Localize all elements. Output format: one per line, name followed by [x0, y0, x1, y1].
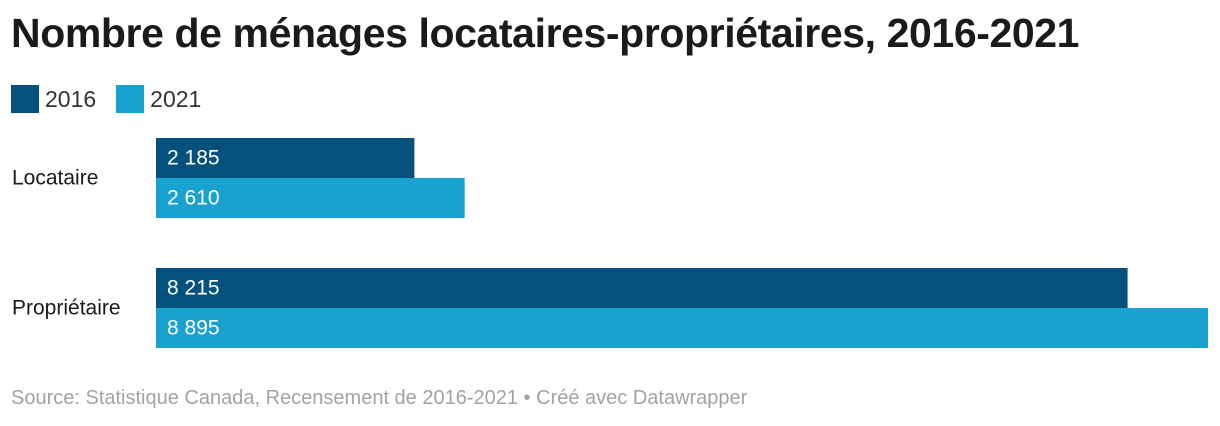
category-label-locataire: Locataire: [12, 167, 98, 190]
legend: 2016 2021: [11, 84, 221, 114]
data-label-proprietaire-2021: 8 895: [167, 317, 220, 340]
bar-proprietaire-2021: [156, 308, 1208, 348]
data-label-locataire-2021: 2 610: [167, 187, 220, 210]
source-note: Source: Statistique Canada, Recensement …: [11, 387, 748, 409]
bar-locataire-2016: [156, 138, 415, 178]
legend-item-2021: 2021: [116, 85, 201, 113]
category-label-proprietaire: Propriétaire: [12, 297, 121, 320]
legend-label-2016: 2016: [45, 85, 97, 112]
legend-item-2016: 2016: [11, 85, 96, 113]
chart-title: Nombre de ménages locataires-propriétair…: [11, 10, 1080, 56]
legend-swatch-2021: [116, 85, 145, 113]
legend-swatch-2016: [11, 85, 39, 113]
legend-label-2021: 2021: [150, 85, 202, 112]
data-label-proprietaire-2016: 8 215: [167, 277, 220, 300]
bar-locataire-2021: [156, 178, 465, 218]
data-label-locataire-2016: 2 185: [167, 147, 220, 170]
bar-proprietaire-2016: [156, 268, 1128, 308]
